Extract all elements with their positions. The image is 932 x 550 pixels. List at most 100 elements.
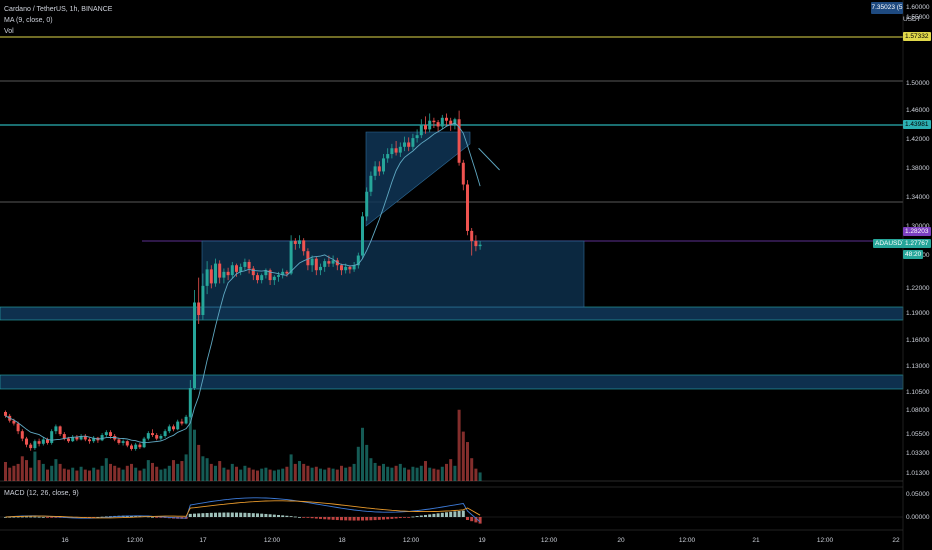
macd-histogram-bar (159, 517, 163, 518)
candle-body (264, 270, 268, 276)
support-zone-lower (0, 374, 904, 390)
symbol-title[interactable]: Cardano / TetherUS, 1h, BINANCE (4, 6, 113, 13)
volume-bar (46, 469, 49, 481)
macd-histogram-bar (222, 512, 226, 517)
candle-body (407, 142, 411, 147)
macd-histogram-bar (327, 517, 331, 520)
currency-label[interactable]: USDT (903, 16, 921, 23)
macd-histogram-bar (407, 517, 411, 518)
candle-body (146, 433, 150, 439)
volume-bar (172, 460, 175, 481)
signal-line (5, 500, 481, 519)
price-axis-label: 1.05500 (906, 431, 930, 438)
macd-histogram-bar (134, 515, 138, 517)
macd-histogram-bar (310, 517, 314, 519)
macd-histogram-bar (37, 516, 41, 518)
volume-bar (239, 469, 243, 481)
candle-body (138, 444, 142, 448)
volume-bar (117, 467, 121, 481)
macd-histogram-bar (100, 516, 104, 518)
macd-histogram-bar (281, 515, 285, 517)
volume-bar (327, 467, 331, 481)
candle-body (319, 266, 322, 271)
time-axis-label: 20 (617, 537, 625, 544)
volume-bar (29, 467, 33, 481)
volume-bar (100, 465, 104, 481)
candle-body (243, 261, 247, 267)
ma-indicator-label[interactable]: MA (9, close, 0) (4, 17, 53, 24)
price-axis-label: 1.08000 (906, 407, 930, 414)
volume-bar (348, 466, 352, 481)
candle-body (428, 120, 432, 130)
macd-histogram-bar (20, 516, 24, 518)
volume-bar (8, 467, 12, 481)
volume-bar (344, 467, 348, 481)
candle-body (432, 120, 436, 123)
candle-body (230, 265, 234, 276)
time-axis-label: 12:00 (540, 537, 558, 544)
volume-bar (428, 467, 432, 481)
volume-bar (25, 460, 28, 481)
macd-histogram-bar (394, 517, 398, 519)
volume-bar (415, 467, 419, 481)
volume-bar (134, 467, 138, 481)
macd-histogram-bar (377, 517, 381, 520)
candle-body (474, 241, 478, 247)
macd-histogram-bar (230, 512, 234, 517)
volume-bar (361, 427, 364, 481)
volume-bar (449, 459, 453, 481)
macd-histogram-bar (289, 516, 293, 517)
candle-body (256, 275, 259, 281)
volume-bar (130, 463, 133, 481)
macd-histogram-bar (155, 517, 159, 518)
yellow-line-price-tag: 1.57332 (903, 32, 931, 41)
macd-histogram-bar (478, 517, 482, 524)
macd-histogram-bar (54, 517, 58, 518)
macd-histogram-bar (218, 512, 222, 517)
macd-histogram-bar (197, 513, 201, 517)
volume-bar (12, 465, 16, 481)
candle-body (478, 244, 482, 247)
candle-body (214, 263, 217, 284)
volume-bar (62, 468, 66, 481)
volume-bar (314, 466, 318, 481)
macd-histogram-bar (436, 513, 440, 517)
candle-body (54, 426, 58, 432)
macd-histogram-bar (4, 517, 7, 518)
macd-histogram-bar (323, 517, 327, 520)
candle-body (344, 266, 348, 271)
candle-body (453, 119, 457, 126)
candle-body (83, 436, 87, 440)
volume-bar (445, 463, 448, 481)
time-axis-label: 12:00 (402, 537, 420, 544)
macd-histogram-bar (466, 517, 469, 520)
volume-bar (461, 431, 465, 481)
candle-body (117, 439, 121, 443)
volume-indicator-label[interactable]: Vol (4, 28, 14, 35)
macd-histogram-bar (428, 514, 432, 517)
volume-bar (79, 466, 83, 481)
candle-body (121, 441, 125, 443)
candle-body (20, 431, 24, 439)
macd-indicator-label[interactable]: MACD (12, 26, close, 9) (4, 490, 79, 497)
candle-body (293, 241, 297, 244)
volume-bar (340, 465, 343, 481)
volume-bar (457, 409, 461, 481)
macd-histogram-bar (293, 516, 297, 518)
candle-body (79, 436, 83, 440)
macd-histogram-bar (302, 517, 306, 518)
candle-body (222, 271, 226, 278)
symbol-price-tag: ADAUSDT (873, 239, 909, 248)
candle-body (268, 270, 272, 281)
candle-body (436, 122, 440, 127)
macd-histogram-bar (33, 516, 37, 518)
volume-bar (285, 466, 289, 481)
macd-histogram-bar (470, 517, 474, 522)
candle-body (188, 388, 192, 417)
volume-bar (188, 416, 192, 481)
candle-body (340, 265, 343, 271)
macd-histogram-bar (25, 516, 28, 518)
top-price-box: 7.35023 (5 (871, 2, 903, 14)
